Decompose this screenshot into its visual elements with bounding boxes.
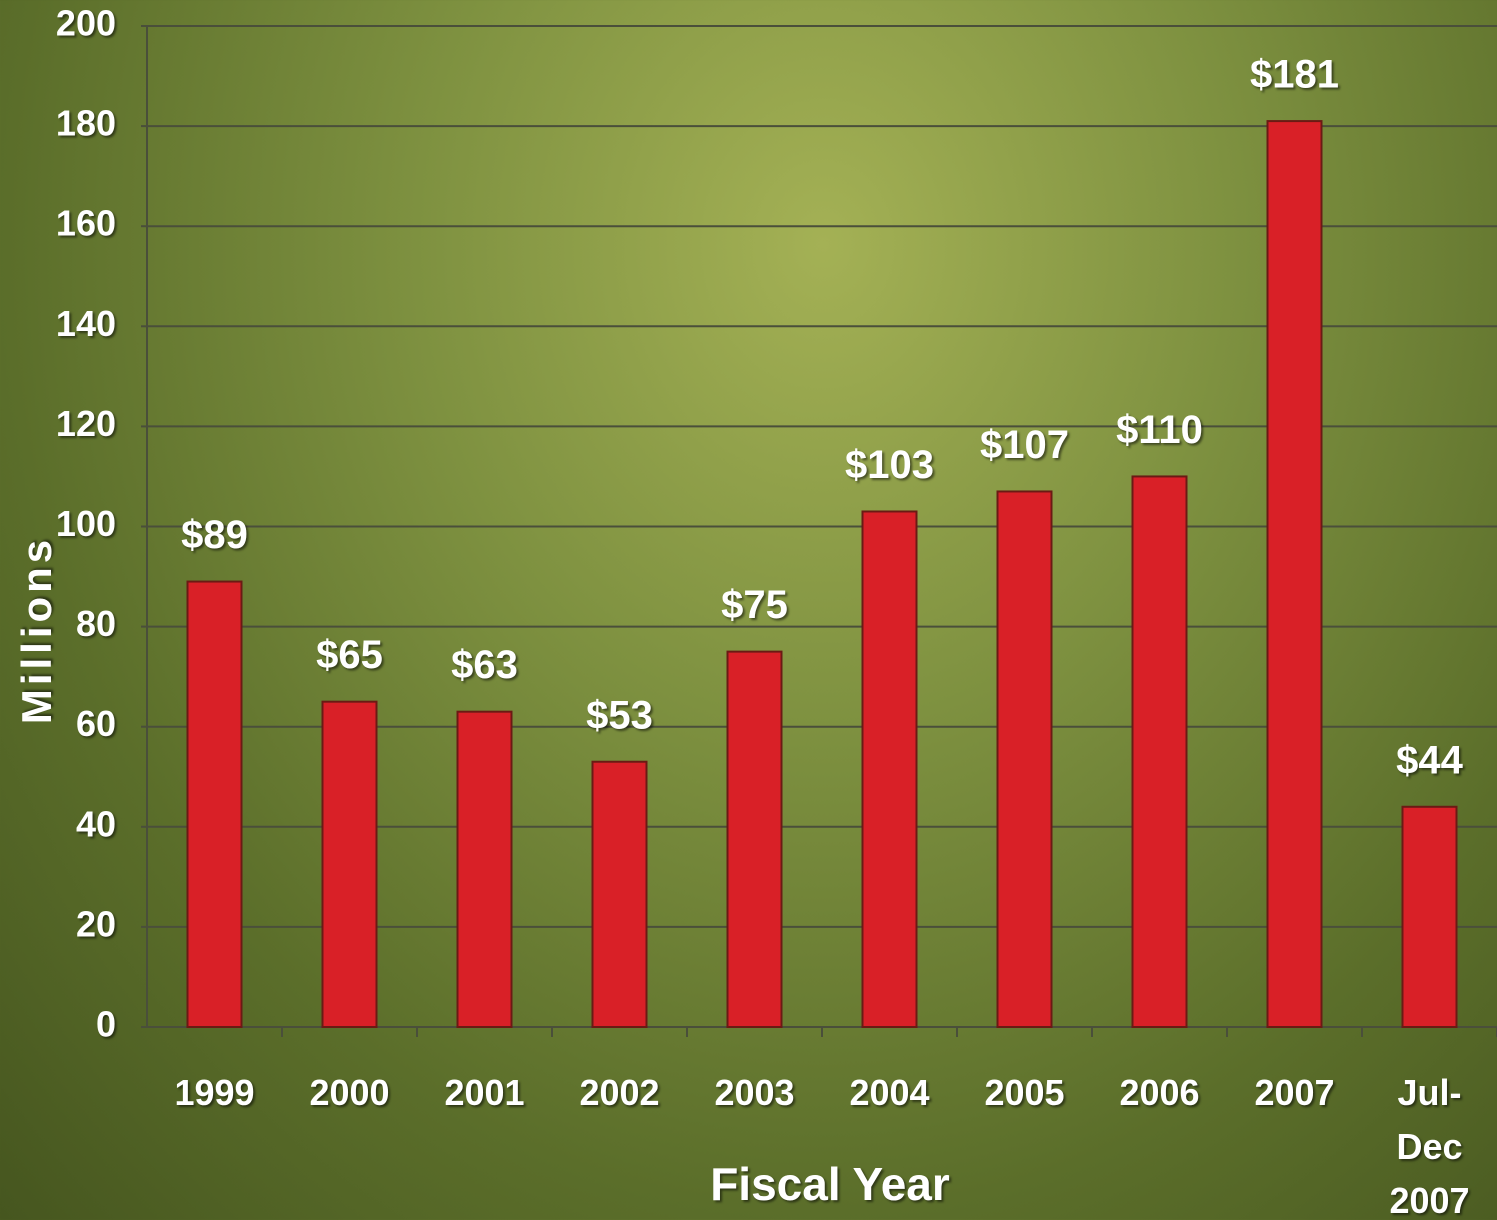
y-tick-label: 140 xyxy=(56,303,116,344)
value-label: $75 xyxy=(721,583,788,627)
y-tick-label: 160 xyxy=(56,203,116,244)
bar xyxy=(323,702,377,1027)
x-tick-label: 2005 xyxy=(980,1066,1070,1120)
bar xyxy=(188,582,242,1027)
bar xyxy=(1133,476,1187,1027)
y-tick-label: 0 xyxy=(96,1004,116,1045)
x-tick-label: 2004 xyxy=(845,1066,935,1120)
page: Fiscal Year Millions 0 20 40 60 80 100 120 140 1… xyxy=(0,0,1497,1220)
bar xyxy=(458,712,512,1027)
value-label: $89 xyxy=(181,513,248,557)
x-tick-label: Jul-Dec 2007 xyxy=(1385,1066,1475,1220)
bar xyxy=(863,511,917,1027)
x-tick-label: 2001 xyxy=(440,1066,530,1120)
bar xyxy=(593,762,647,1027)
value-label: $110 xyxy=(1116,408,1203,452)
bar xyxy=(1403,807,1457,1027)
y-tick-label: 40 xyxy=(76,803,116,844)
x-axis-title: Fiscal Year xyxy=(710,1158,950,1210)
x-tick-label: 2007 xyxy=(1250,1066,1340,1120)
y-axis-title: Millions xyxy=(13,536,60,724)
y-tick-label: 120 xyxy=(56,403,116,444)
bar xyxy=(728,652,782,1027)
y-tick-label: 180 xyxy=(56,103,116,144)
chart: Fiscal Year Millions 0 20 40 60 80 100 120 140 1… xyxy=(0,0,1497,1220)
x-tick-label: 2003 xyxy=(710,1066,800,1120)
value-label: $107 xyxy=(980,423,1069,467)
bar xyxy=(1268,121,1322,1027)
y-tick-label: 60 xyxy=(76,703,116,744)
value-label: $44 xyxy=(1396,738,1463,782)
value-label: $103 xyxy=(845,443,934,487)
y-tick-label: 200 xyxy=(56,3,116,44)
x-tick-label: 1999 xyxy=(170,1066,260,1120)
bar xyxy=(998,491,1052,1027)
x-tick-label: 2006 xyxy=(1115,1066,1205,1120)
value-label: $63 xyxy=(451,643,518,687)
value-label: $53 xyxy=(586,693,653,737)
y-tick-label: 20 xyxy=(76,903,116,944)
value-label: $65 xyxy=(316,633,383,677)
y-tick-label: 100 xyxy=(56,503,116,544)
x-tick-label: 2002 xyxy=(575,1066,665,1120)
y-tick-label: 80 xyxy=(76,603,116,644)
value-label: $181 xyxy=(1250,53,1339,97)
x-tick-label: 2000 xyxy=(305,1066,395,1120)
